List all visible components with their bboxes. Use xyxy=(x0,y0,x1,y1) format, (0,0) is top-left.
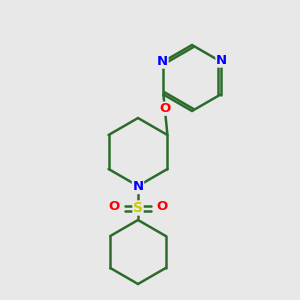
Text: O: O xyxy=(108,200,120,214)
Text: S: S xyxy=(133,201,143,215)
Text: N: N xyxy=(157,55,168,68)
Text: O: O xyxy=(159,102,170,115)
Text: N: N xyxy=(216,54,227,67)
Text: N: N xyxy=(132,181,144,194)
Text: O: O xyxy=(156,200,168,214)
